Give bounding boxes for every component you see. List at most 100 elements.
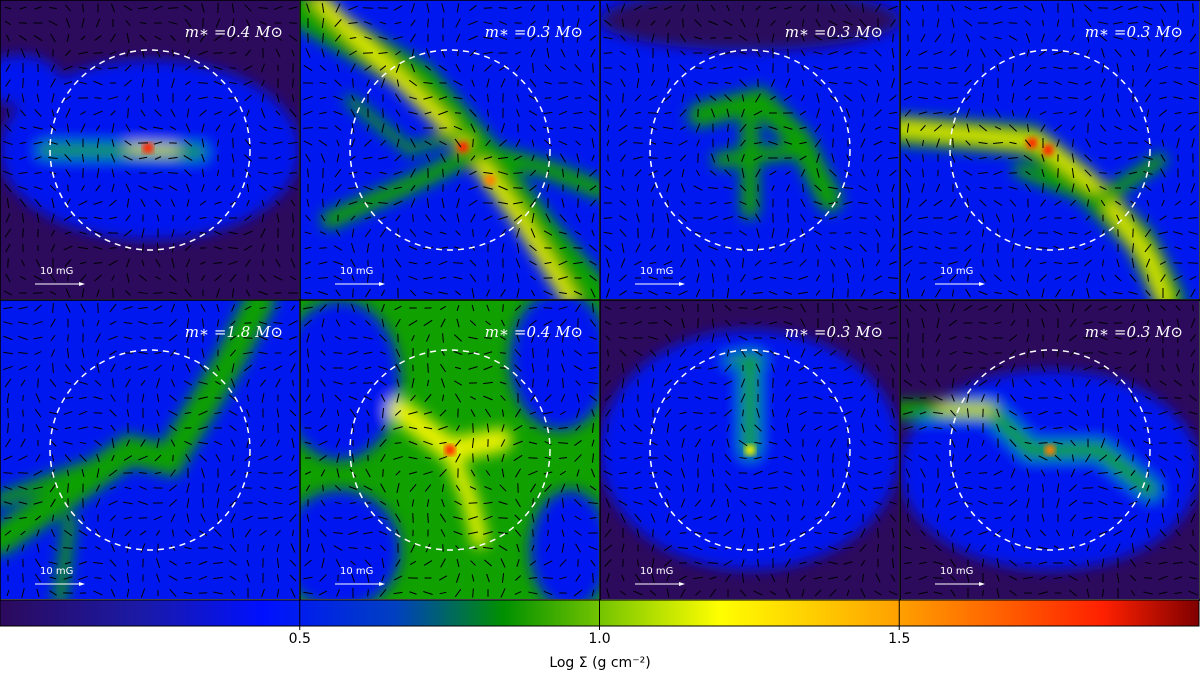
vector: [545, 213, 551, 223]
vector: [576, 18, 580, 28]
vector: [1069, 318, 1077, 328]
vector: [427, 184, 429, 192]
vector: [1114, 156, 1122, 160]
vector: [34, 198, 42, 208]
vector: [560, 483, 566, 493]
vector: [1086, 574, 1090, 582]
vector: [1144, 228, 1152, 238]
vector: [1084, 154, 1092, 162]
vector: [124, 529, 132, 537]
vector: [802, 183, 804, 193]
vector: [875, 215, 881, 221]
vector: [78, 246, 88, 250]
vector: [95, 484, 101, 492]
vector: [260, 108, 266, 118]
vector: [171, 49, 175, 57]
vector: [438, 260, 448, 266]
vector: [378, 186, 388, 190]
vector: [19, 156, 27, 160]
vector: [575, 543, 581, 553]
vector: [651, 393, 655, 403]
panel: 10 mGm∗ =0.3 M⊙: [599, 0, 901, 301]
vector: [33, 275, 43, 281]
vector: [1071, 529, 1075, 537]
vector: [469, 109, 477, 117]
vector: [648, 336, 658, 340]
vector: [347, 187, 359, 189]
vector: [589, 169, 597, 177]
vector: [920, 275, 926, 281]
vector: [905, 49, 911, 57]
vector: [94, 380, 102, 386]
vector: [1190, 499, 1196, 507]
vector: [1071, 303, 1075, 313]
arrow-head: [379, 582, 385, 586]
vector: [408, 440, 418, 446]
vector: [1128, 291, 1138, 295]
vector: [543, 320, 553, 326]
vector: [334, 501, 342, 505]
arrow-head: [679, 582, 685, 586]
vector: [18, 501, 28, 505]
vector: [1069, 484, 1077, 492]
mass-label: m∗ =0.4 M⊙: [485, 323, 583, 341]
field-vectors: [303, 303, 599, 598]
vector: [395, 363, 401, 373]
vector: [888, 456, 898, 460]
vector: [81, 514, 85, 522]
vector: [951, 18, 955, 28]
vector: [382, 244, 384, 252]
vector: [679, 154, 687, 162]
filament: [345, 95, 475, 156]
vector: [814, 546, 822, 550]
vector: [784, 544, 792, 552]
vector: [1098, 350, 1108, 356]
vector: [994, 36, 1002, 40]
vector: [935, 379, 941, 387]
vector: [828, 425, 838, 431]
vector: [318, 290, 328, 296]
vector: [485, 228, 491, 238]
vector: [605, 335, 611, 341]
vector: [783, 471, 793, 475]
vector: [1144, 544, 1152, 552]
vector: [651, 33, 655, 43]
vector: [351, 274, 355, 282]
vector: [48, 425, 58, 431]
vector: [95, 125, 101, 131]
vector: [80, 303, 86, 313]
filament: [1013, 153, 1167, 208]
vector: [740, 290, 746, 296]
vector: [889, 169, 897, 177]
vector: [127, 559, 129, 567]
vector: [784, 335, 792, 341]
vector: [365, 320, 371, 326]
panel: 10 mGm∗ =1.8 M⊙: [0, 299, 301, 601]
vector: [291, 49, 295, 57]
vector: [861, 363, 865, 373]
mass-label: m∗ =0.3 M⊙: [1085, 23, 1183, 41]
vector: [619, 290, 627, 296]
vector: [542, 577, 554, 579]
vector: [410, 184, 416, 192]
vector: [381, 558, 385, 568]
vector: [560, 393, 566, 403]
vector: [5, 273, 11, 283]
vector: [63, 245, 73, 251]
vector: [274, 486, 282, 490]
vector: [739, 500, 747, 506]
vector: [350, 155, 356, 161]
vector: [380, 483, 386, 493]
vector: [1101, 274, 1105, 282]
vector: [34, 6, 42, 10]
vector: [333, 245, 343, 251]
density-map: [0, 0, 299, 299]
vector: [903, 230, 913, 236]
vector: [843, 82, 853, 84]
vector: [619, 108, 627, 118]
mass-label: m∗ =0.3 M⊙: [1085, 323, 1183, 341]
vector: [771, 409, 775, 417]
vector: [784, 291, 792, 295]
vector: [949, 424, 957, 432]
vector: [1101, 589, 1105, 597]
